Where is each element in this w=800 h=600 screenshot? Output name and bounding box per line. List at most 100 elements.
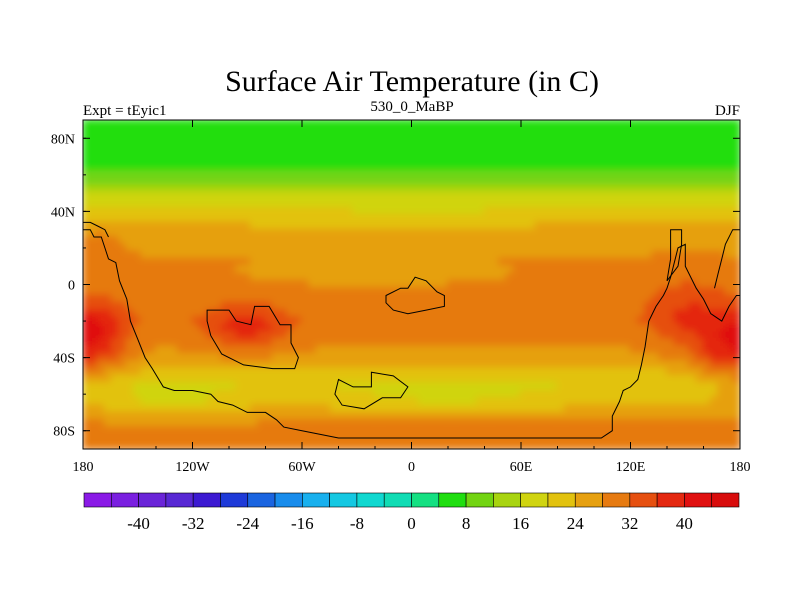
field-cell <box>271 265 282 275</box>
central-island-outline <box>206 305 299 370</box>
field-cell <box>220 243 230 253</box>
field-cell <box>702 221 712 231</box>
field-cell <box>724 199 734 209</box>
field-cell <box>337 279 347 290</box>
field-cell <box>395 120 406 129</box>
field-cell <box>118 418 128 429</box>
field-cell <box>461 279 471 290</box>
field-cell <box>352 250 362 260</box>
field-cell <box>417 287 428 297</box>
field-cell <box>206 360 216 370</box>
field-cell <box>308 243 318 253</box>
y-tick-label: 80S <box>53 425 75 440</box>
field-cell <box>695 418 705 429</box>
field-cell <box>666 184 676 195</box>
field-cell <box>425 345 435 355</box>
field-cell <box>111 309 121 319</box>
field-cell <box>680 184 690 195</box>
field-cell <box>644 272 654 282</box>
field-cell <box>476 389 486 399</box>
field-cell <box>213 228 223 238</box>
field-cell <box>520 345 530 355</box>
field-cell <box>439 287 449 297</box>
field-cell <box>578 389 588 399</box>
field-cell <box>680 206 690 217</box>
field-cell <box>118 396 128 407</box>
field-cell <box>600 331 610 341</box>
field-cell <box>388 352 398 363</box>
field-cell <box>366 272 376 282</box>
field-cell <box>257 206 267 217</box>
field-cell <box>344 235 355 246</box>
field-cell <box>286 440 296 449</box>
field-cell <box>666 374 676 385</box>
field-cell <box>476 177 486 187</box>
eastern-strip-outline <box>666 229 683 282</box>
field-cell <box>541 309 552 319</box>
field-cell <box>162 184 172 195</box>
field-cell <box>271 382 282 392</box>
field-cell <box>541 133 552 143</box>
field-cell <box>476 331 486 341</box>
field-cell <box>527 301 537 312</box>
field-cell <box>695 257 705 268</box>
field-cell <box>337 133 347 143</box>
field-cell <box>242 382 252 392</box>
field-cell <box>454 155 464 165</box>
field-cell <box>403 272 413 282</box>
field-cell <box>541 323 552 334</box>
field-cell <box>279 338 289 348</box>
field-cell <box>381 316 391 326</box>
field-cell <box>556 426 566 436</box>
field-cell <box>83 272 92 282</box>
field-cell <box>191 265 201 275</box>
field-cell <box>461 206 471 217</box>
field-cell <box>549 345 559 355</box>
field-cell <box>454 170 464 180</box>
field-cell <box>563 418 574 429</box>
field-cell <box>293 331 303 341</box>
field-cell <box>330 382 340 392</box>
field-cell <box>264 155 274 165</box>
field-cell <box>731 177 740 187</box>
field-cell <box>191 221 201 231</box>
field-cell <box>344 404 355 414</box>
field-cell <box>549 265 559 275</box>
field-cell <box>198 331 209 341</box>
field-cell <box>330 228 340 238</box>
field-cell <box>695 301 705 312</box>
field-cell <box>352 411 362 421</box>
field-cell <box>242 140 252 151</box>
field-cell <box>731 243 740 253</box>
field-cell <box>425 309 435 319</box>
field-cell <box>425 367 435 377</box>
field-cell <box>622 120 632 129</box>
field-cell <box>242 120 252 129</box>
field-cell <box>534 250 544 260</box>
field-cell <box>454 426 464 436</box>
field-cell <box>410 250 420 260</box>
field-cell <box>717 389 727 399</box>
field-cell <box>242 214 252 224</box>
field-cell <box>198 192 209 202</box>
field-cell <box>184 287 194 297</box>
field-cell <box>359 272 369 282</box>
field-cell <box>242 367 252 377</box>
field-cell <box>534 396 544 407</box>
field-cell <box>111 162 121 173</box>
field-cell <box>695 352 705 363</box>
field-cell <box>717 411 727 421</box>
field-cell <box>184 389 194 399</box>
field-cell <box>585 352 595 363</box>
field-cell <box>527 272 537 282</box>
field-cell <box>374 316 384 326</box>
field-cell <box>724 323 734 334</box>
field-cell <box>198 323 209 334</box>
field-cell <box>140 367 150 377</box>
field-cell <box>600 250 610 260</box>
field-cell <box>176 155 187 165</box>
field-cell <box>636 433 647 443</box>
field-cell <box>439 214 449 224</box>
field-cell <box>89 404 99 414</box>
field-cell <box>636 440 647 449</box>
